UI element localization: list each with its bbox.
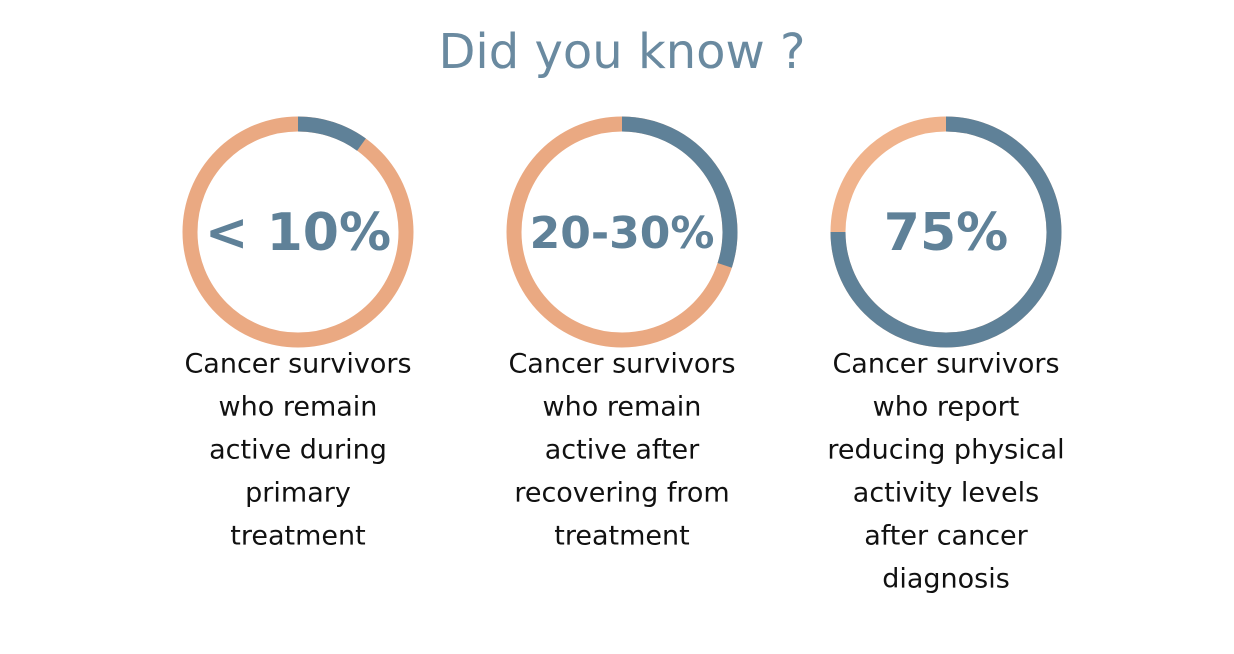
caption-line: treatment [554,521,689,552]
caption-line: who report [873,392,1020,423]
caption-line: active after [545,435,700,466]
caption-line: reducing physical [827,435,1064,466]
donut-arc [297,116,366,151]
caption-line: activity levels [853,478,1039,509]
caption-line: primary [245,478,351,509]
caption-line: Cancer survivors [184,349,411,380]
caption-line: Cancer survivors [508,349,735,380]
donut-arc [621,116,738,268]
caption-line: after cancer [864,521,1028,552]
caption-line: who remain [219,392,378,423]
caption-line: Cancer survivors [832,349,1059,380]
caption-line: who remain [543,392,702,423]
caption-line: recovering from [514,478,729,509]
title: Did you know ? [438,24,805,80]
value-label: < 10% [205,203,391,263]
value-label: 20-30% [530,208,715,259]
caption-line: diagnosis [882,564,1010,595]
donut-arc [830,116,1062,348]
value-label: 75% [884,203,1008,263]
caption-line: active during [209,435,387,466]
caption-line: treatment [230,521,365,552]
